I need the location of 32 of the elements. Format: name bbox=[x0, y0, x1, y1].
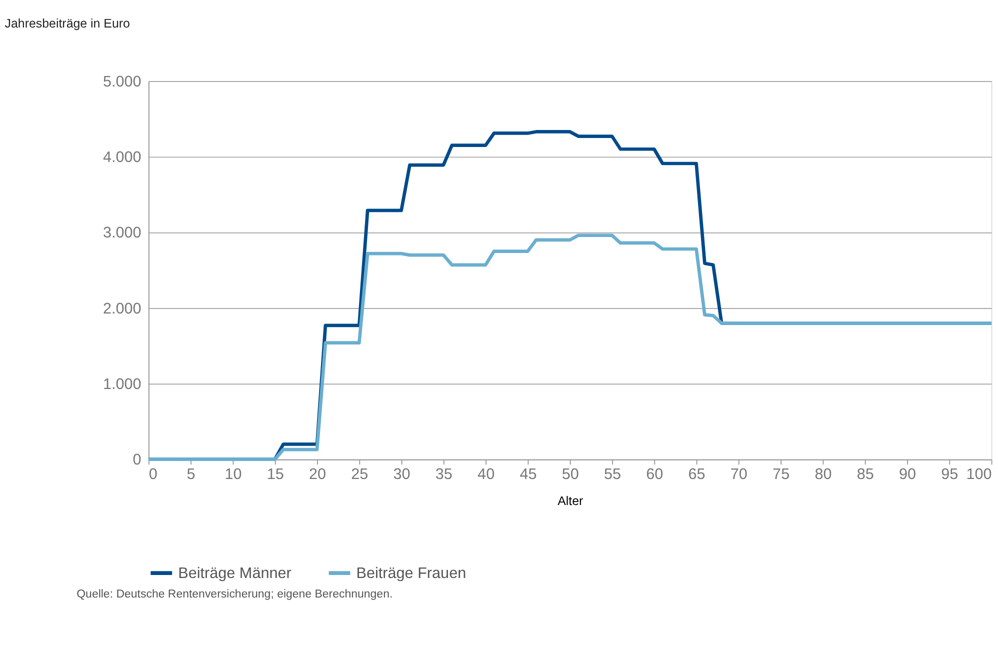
y-tick-label: 4.000 bbox=[102, 148, 142, 166]
y-tick-label: 3.000 bbox=[102, 224, 142, 242]
y-tick-label: 2.000 bbox=[102, 300, 142, 318]
x-tick-label: 35 bbox=[435, 466, 452, 483]
x-tick-label: 30 bbox=[393, 466, 410, 483]
x-tick-label: 60 bbox=[646, 466, 664, 483]
chart-title: Jahresbeiträge in Euro bbox=[4, 16, 130, 30]
x-tick-label: 5 bbox=[186, 466, 196, 483]
source-note: Quelle: Deutsche Rentenversicherung; eigene Berechnungen. bbox=[76, 588, 393, 600]
x-tick-label: 70 bbox=[730, 466, 748, 483]
x-tick-label: 80 bbox=[814, 466, 832, 483]
y-tick-label: 5.000 bbox=[102, 73, 142, 90]
x-tick-label: 15 bbox=[266, 466, 284, 483]
x-tick-label: 90 bbox=[898, 466, 916, 483]
x-tick-label: 0 bbox=[148, 466, 158, 483]
x-tick-label: 85 bbox=[856, 466, 874, 483]
x-tick-label: 20 bbox=[308, 466, 326, 483]
x-tick-label: 50 bbox=[562, 466, 579, 483]
y-tick-label: 1.000 bbox=[102, 376, 142, 393]
y-tick-label: 0 bbox=[132, 452, 142, 469]
x-axis-title: Alter bbox=[558, 494, 584, 508]
x-tick-label: 10 bbox=[224, 466, 242, 483]
x-tick-label: 95 bbox=[941, 466, 958, 483]
legend-label: Beiträge Männer bbox=[178, 564, 292, 582]
x-tick-label: 25 bbox=[351, 466, 368, 483]
x-tick-label: 100 bbox=[966, 466, 992, 483]
x-tick-label: 55 bbox=[604, 466, 622, 483]
x-tick-label: 40 bbox=[478, 466, 495, 483]
x-tick-label: 45 bbox=[520, 466, 537, 483]
x-tick-label: 65 bbox=[688, 466, 706, 483]
legend-label: Beiträge Frauen bbox=[356, 564, 466, 582]
x-tick-label: 75 bbox=[772, 466, 790, 483]
